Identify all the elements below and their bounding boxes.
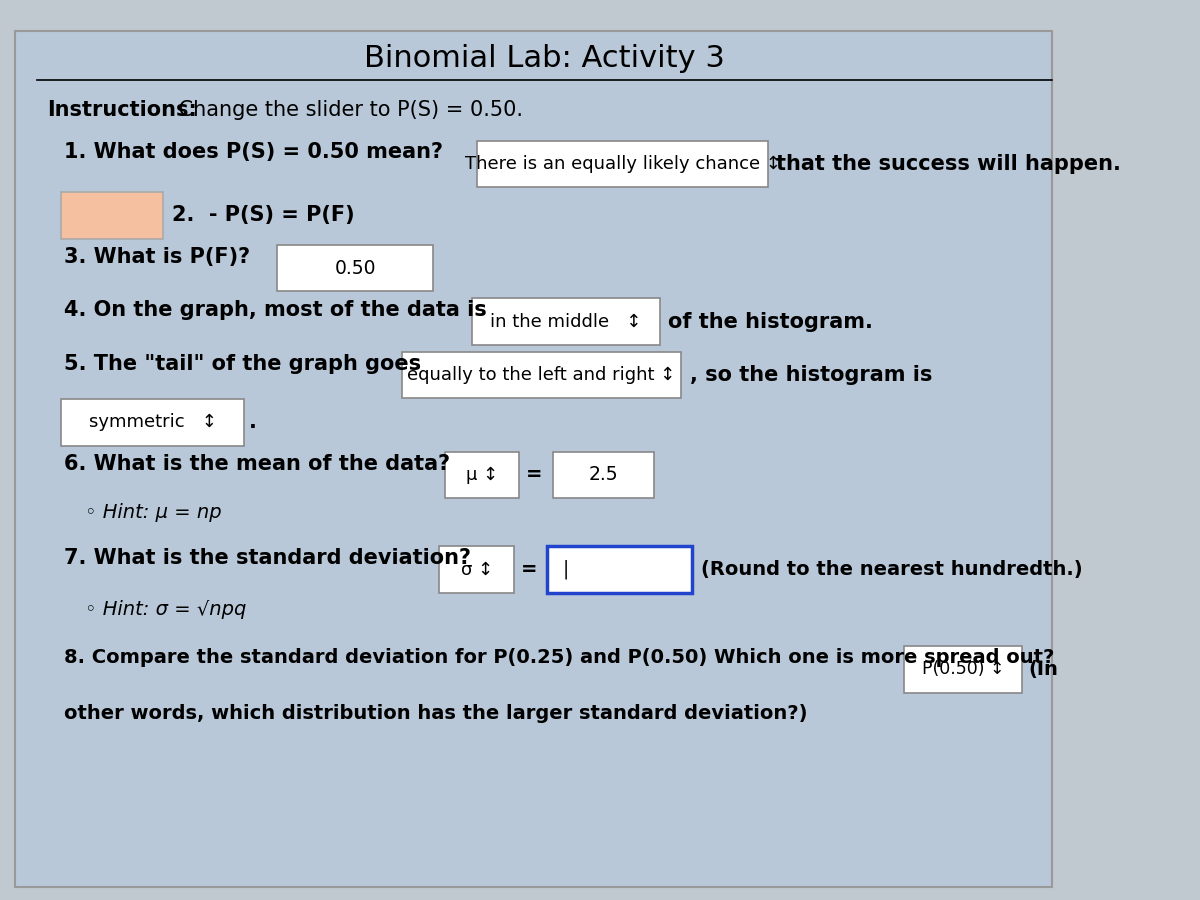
FancyBboxPatch shape xyxy=(553,452,654,498)
Text: 3. What is P(F)?: 3. What is P(F)? xyxy=(64,247,250,266)
FancyBboxPatch shape xyxy=(61,400,244,446)
Text: =: = xyxy=(521,560,536,579)
FancyBboxPatch shape xyxy=(904,646,1021,692)
Text: P(0.50) ↕: P(0.50) ↕ xyxy=(922,661,1004,679)
Text: Instructions:: Instructions: xyxy=(47,100,197,120)
Text: 6. What is the mean of the data?: 6. What is the mean of the data? xyxy=(64,454,450,473)
Text: , so the histogram is: , so the histogram is xyxy=(690,365,932,385)
Text: μ ↕: μ ↕ xyxy=(466,466,498,484)
Text: σ ↕: σ ↕ xyxy=(461,561,493,579)
Text: 7. What is the standard deviation?: 7. What is the standard deviation? xyxy=(64,548,470,568)
Text: (Round to the nearest hundredth.): (Round to the nearest hundredth.) xyxy=(701,560,1082,579)
Text: 8. Compare the standard deviation for P(0.25) and P(0.50) Which one is more spre: 8. Compare the standard deviation for P(… xyxy=(64,648,1054,667)
Text: 4. On the graph, most of the data is: 4. On the graph, most of the data is xyxy=(64,301,486,320)
FancyBboxPatch shape xyxy=(472,299,660,345)
Text: in the middle   ↕: in the middle ↕ xyxy=(490,312,642,330)
Text: Change the slider to P(S) = 0.50.: Change the slider to P(S) = 0.50. xyxy=(172,100,522,120)
FancyBboxPatch shape xyxy=(439,546,514,593)
Text: ◦ Hint: μ = np: ◦ Hint: μ = np xyxy=(85,503,222,523)
Text: Binomial Lab: Activity 3: Binomial Lab: Activity 3 xyxy=(364,44,725,73)
Text: 2.5: 2.5 xyxy=(589,465,618,484)
FancyBboxPatch shape xyxy=(547,546,692,593)
Text: (In: (In xyxy=(1028,660,1058,679)
Text: 1. What does P(S) = 0.50 mean?: 1. What does P(S) = 0.50 mean? xyxy=(64,142,443,162)
FancyBboxPatch shape xyxy=(61,193,163,238)
Text: symmetric   ↕: symmetric ↕ xyxy=(89,413,217,431)
Text: that the success will happen.: that the success will happen. xyxy=(776,154,1121,174)
FancyBboxPatch shape xyxy=(445,452,520,498)
Text: 2.  - P(S) = P(F): 2. - P(S) = P(F) xyxy=(172,205,354,226)
Text: =: = xyxy=(526,465,542,484)
Text: There is an equally likely chance ↕: There is an equally likely chance ↕ xyxy=(464,155,780,173)
Text: |: | xyxy=(563,560,569,580)
Text: 0.50: 0.50 xyxy=(335,258,376,277)
FancyBboxPatch shape xyxy=(277,245,433,292)
Text: 5. The "tail" of the graph goes: 5. The "tail" of the graph goes xyxy=(64,354,421,373)
FancyBboxPatch shape xyxy=(478,140,768,187)
Text: other words, which distribution has the larger standard deviation?): other words, which distribution has the … xyxy=(64,704,808,723)
Text: .: . xyxy=(250,412,257,432)
FancyBboxPatch shape xyxy=(14,31,1052,886)
FancyBboxPatch shape xyxy=(402,352,682,399)
Text: ◦ Hint: σ = √npq: ◦ Hint: σ = √npq xyxy=(85,599,246,619)
Text: equally to the left and right ↕: equally to the left and right ↕ xyxy=(407,366,676,384)
Text: of the histogram.: of the histogram. xyxy=(668,311,874,331)
